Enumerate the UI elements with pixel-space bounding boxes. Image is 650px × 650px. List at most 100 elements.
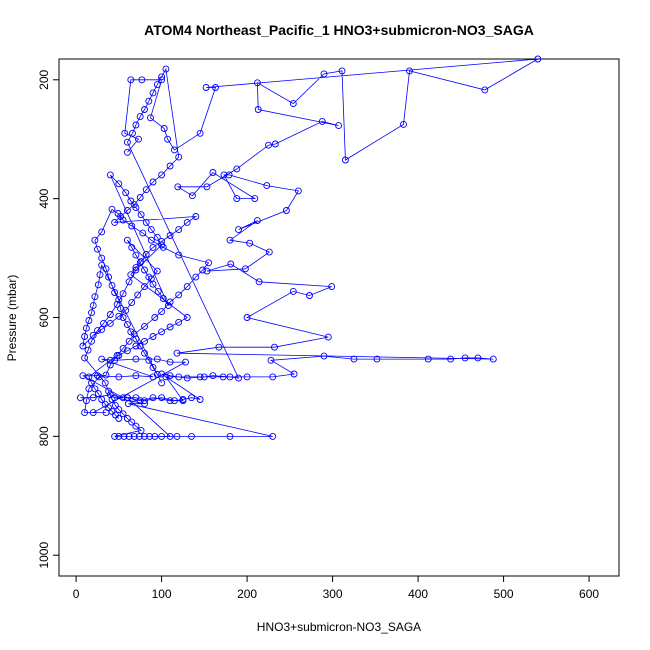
data-point <box>153 355 161 363</box>
data-point <box>153 267 161 275</box>
data-point <box>235 374 242 382</box>
data-point <box>105 387 113 395</box>
data-point <box>474 354 482 362</box>
data-point <box>132 335 140 343</box>
data-point <box>106 391 114 399</box>
data-point <box>98 325 106 333</box>
data-point <box>253 79 261 87</box>
data-point <box>125 337 133 345</box>
data-point <box>76 394 84 402</box>
data-point <box>132 422 140 430</box>
data-point <box>149 243 157 251</box>
data-point <box>106 311 114 318</box>
data-point <box>128 299 136 307</box>
data-point <box>91 293 99 301</box>
data-point <box>123 148 131 156</box>
data-point <box>226 432 234 440</box>
data-point <box>132 264 140 272</box>
data-point <box>128 243 136 251</box>
data-point <box>141 397 148 405</box>
data-point <box>91 385 99 393</box>
data-point <box>192 213 200 220</box>
data-point <box>243 314 251 321</box>
data-point <box>175 251 183 259</box>
data-point <box>153 81 161 89</box>
data-point <box>188 432 195 440</box>
data-point <box>162 65 170 73</box>
data-point <box>79 342 87 350</box>
data-point <box>267 356 275 364</box>
data-point <box>123 347 131 355</box>
data-point <box>88 379 95 387</box>
data-point <box>173 432 181 440</box>
data-point <box>271 140 279 148</box>
data-point <box>128 222 136 230</box>
data-point <box>173 349 181 357</box>
data-point <box>215 343 223 351</box>
data-point <box>115 406 123 414</box>
data-point <box>158 328 166 336</box>
data-point <box>136 113 144 121</box>
data-point <box>115 373 123 381</box>
data-point <box>225 171 233 179</box>
data-point <box>400 120 407 128</box>
y-tick-label: 600 <box>37 307 51 327</box>
data-point <box>141 432 148 440</box>
data-point <box>164 135 172 143</box>
data-point <box>196 129 204 137</box>
data-point <box>175 153 183 161</box>
y-tick-label: 1000 <box>37 542 51 569</box>
data-point <box>160 125 168 132</box>
data-point <box>94 390 102 398</box>
data-point <box>254 106 262 113</box>
data-point <box>149 89 157 97</box>
data-point <box>209 169 217 176</box>
data-point <box>141 266 148 274</box>
data-point <box>130 201 138 209</box>
data-point <box>132 372 140 380</box>
data-point <box>289 287 297 295</box>
data-point <box>98 254 106 262</box>
data-point <box>141 106 148 113</box>
data-point <box>82 397 90 405</box>
data-point <box>253 217 261 225</box>
data-point <box>324 333 332 341</box>
data-point <box>108 281 116 289</box>
data-point <box>96 271 104 279</box>
data-point <box>141 283 148 291</box>
chart-title: ATOM4 Northeast_Pacific_1 HNO3+submicron… <box>144 22 534 38</box>
data-point <box>142 251 150 258</box>
data-point <box>113 300 121 308</box>
data-point <box>205 259 213 267</box>
data-point <box>255 278 263 286</box>
data-point <box>320 70 328 78</box>
data-point <box>170 397 178 405</box>
data-point <box>203 267 211 275</box>
data-point <box>158 370 166 378</box>
x-tick-label: 500 <box>494 587 514 601</box>
data-point <box>106 361 114 369</box>
data-point <box>145 356 153 364</box>
data-point <box>263 182 271 190</box>
data-point <box>328 283 336 291</box>
data-point <box>98 355 106 363</box>
data-point <box>137 211 145 219</box>
data-point <box>125 278 133 286</box>
data-point <box>106 356 114 364</box>
data-point <box>85 317 93 324</box>
data-point <box>102 371 110 379</box>
data-point <box>147 236 155 244</box>
data-point <box>158 432 166 440</box>
data-point <box>149 394 157 402</box>
data-point <box>158 241 166 249</box>
data-point <box>129 129 136 137</box>
data-point <box>102 265 110 273</box>
data-point <box>123 207 131 214</box>
data-point <box>149 363 157 371</box>
data-point <box>199 266 207 274</box>
data-point <box>241 265 249 273</box>
data-point <box>246 239 254 247</box>
data-point <box>158 237 166 245</box>
data-point <box>192 273 200 281</box>
data-point <box>481 86 489 94</box>
